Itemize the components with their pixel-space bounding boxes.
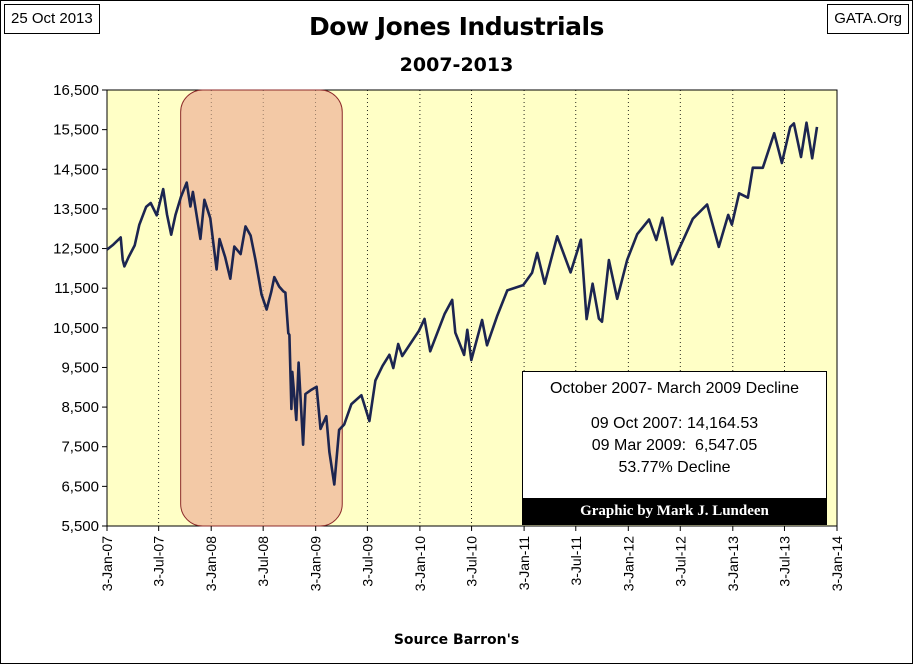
x-tick-label: 3-Jul-07 [151, 536, 167, 587]
decline-highlight-region [180, 89, 343, 527]
y-tick-label: 10,500 [53, 320, 99, 337]
x-tick-label: 3-Jul-11 [568, 536, 584, 586]
info-trough: 09 Mar 2009: 6,547.05 [591, 437, 758, 454]
y-tick-label: 8,500 [61, 399, 99, 416]
decline-info-box: October 2007- March 2009 Decline 09 Oct … [522, 371, 827, 525]
x-tick-label: 3-Jan-07 [99, 536, 115, 591]
x-tick-label: 3-Jan-14 [829, 536, 845, 591]
x-tick-label: 3-Jul-12 [672, 536, 688, 587]
y-tick-label: 14,500 [53, 161, 99, 178]
x-tick-label: 3-Jul-10 [464, 536, 480, 587]
y-axis: 5,500 6,500 7,500 8,500 9,500 10,500 11,500 12,… [53, 82, 107, 535]
x-tick-label: 3-Jan-11 [516, 536, 532, 590]
y-tick-label: 11,500 [54, 280, 99, 297]
info-decline-percent: 53.77% Decline [618, 459, 731, 476]
info-heading: October 2007- March 2009 Decline [549, 380, 800, 397]
x-tick-label: 3-Jul-13 [776, 536, 792, 587]
y-tick-label: 6,500 [61, 478, 99, 495]
dow-jones-line [106, 121, 819, 486]
y-tick-label: 13,500 [53, 201, 99, 218]
y-tick-label: 12,500 [53, 241, 99, 258]
y-tick-label: 7,500 [61, 439, 99, 456]
y-tick-label: 15,500 [53, 122, 99, 139]
x-tick-label: 3-Jan-12 [620, 536, 636, 591]
y-tick-label: 5,500 [61, 518, 99, 535]
x-tick-label: 3-Jul-09 [359, 536, 375, 587]
x-tick-label: 3-Jan-08 [203, 536, 219, 591]
graphic-credit: Graphic by Mark J. Lundeen [523, 498, 826, 524]
y-tick-label: 16,500 [53, 82, 99, 99]
x-tick-label: 3-Jan-13 [725, 536, 741, 591]
source-label: GATA.Org [827, 4, 909, 34]
x-gridlines-over-highlight [158, 90, 785, 526]
x-tick-label: 3-Jan-09 [308, 536, 324, 591]
chart-title: Dow Jones Industrials [309, 12, 604, 41]
x-axis-label: Source Barron's [393, 632, 520, 648]
x-tick-label: 3-Jul-08 [255, 536, 271, 587]
x-tick-label: 3-Jan-10 [412, 536, 428, 591]
chart-subtitle: 2007-2013 [399, 54, 514, 76]
x-axis: 3-Jan-07 3-Jul-07 3-Jan-08 3-Jul-08 3-Jan-09… [99, 526, 845, 591]
date-label: 25 Oct 2013 [4, 4, 100, 34]
y-tick-label: 9,500 [61, 359, 99, 376]
info-peak: 09 Oct 2007: 14,164.53 [590, 415, 759, 432]
